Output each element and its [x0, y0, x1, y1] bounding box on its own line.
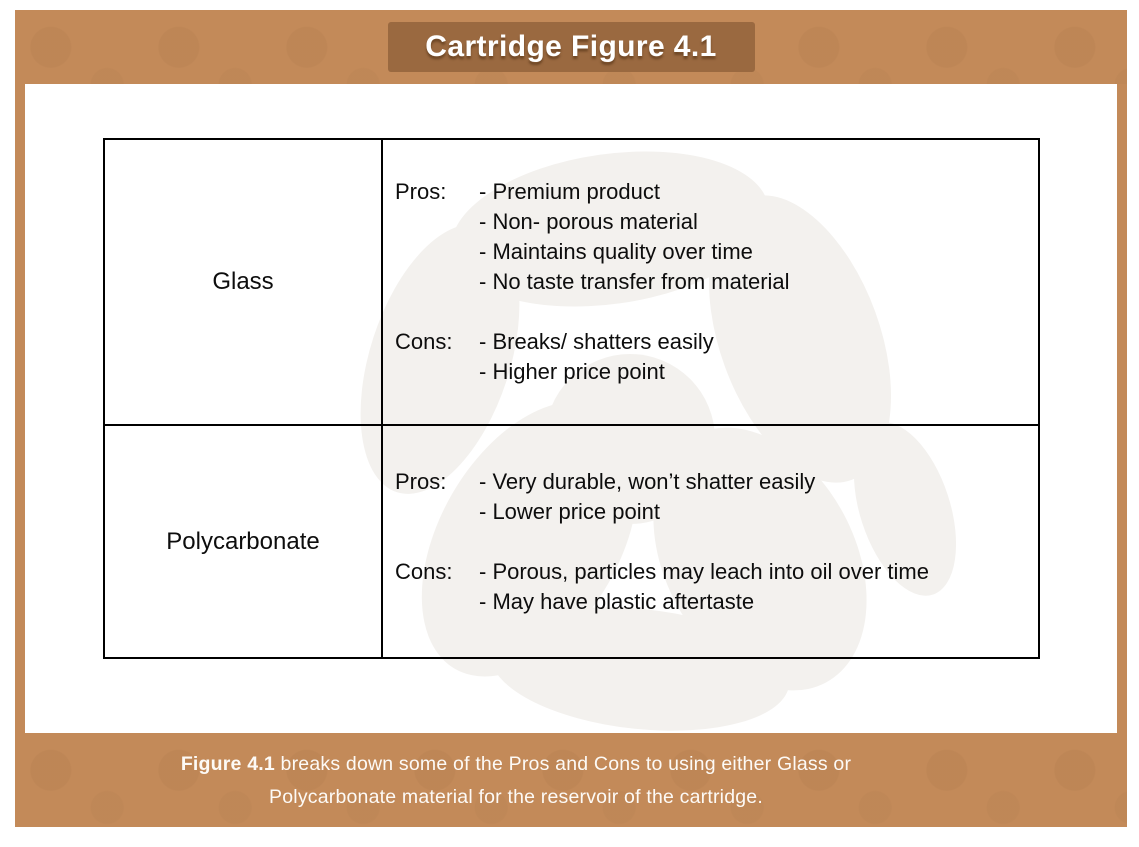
caption-figure-ref: Figure 4.1	[180, 753, 275, 775]
header-band: Cartridge Figure 4.1	[15, 10, 1127, 84]
pros-item: - Non- porous material	[479, 209, 698, 234]
figure-title: Cartridge Figure 4.1	[425, 30, 717, 63]
material-label: Glass	[212, 268, 274, 295]
pros-items: - Premium product - Non- porous material…	[479, 177, 790, 297]
pros-group: Pros: - Premium product - Non- porous ma…	[395, 177, 1032, 297]
title-box: Cartridge Figure 4.1	[387, 22, 755, 72]
cons-items: - Porous, particles may leach into oil o…	[479, 557, 929, 617]
cons-label: Cons:	[395, 558, 453, 584]
caption-line1-text: breaks down some of the Pros and Cons to…	[274, 753, 852, 775]
caption-band: Figure 4.1 breaks down some of the Pros …	[15, 733, 1127, 827]
cons-group: Cons: - Breaks/ shatters easily - Higher…	[395, 327, 1032, 387]
pros-group: Pros: - Very durable, won’t shatter easi…	[395, 467, 1032, 527]
details-cell-polycarbonate: Pros: - Very durable, won’t shatter easi…	[383, 426, 1038, 657]
pros-item: - Premium product	[479, 179, 660, 204]
cons-group: Cons: - Porous, particles may leach into…	[395, 557, 1032, 617]
cons-item: - May have plastic aftertaste	[479, 588, 755, 614]
pros-cons-table: Glass Pros: - Premium product - Non- por…	[103, 138, 1040, 659]
cons-item: - Breaks/ shatters easily	[479, 329, 714, 354]
figure-body: Glass Pros: - Premium product - Non- por…	[15, 84, 1127, 733]
material-cell-glass: Glass	[105, 140, 383, 426]
cons-item: - Higher price point	[479, 359, 665, 384]
pros-items: - Very durable, won’t shatter easily - L…	[479, 467, 815, 527]
pros-item: - Maintains quality over time	[479, 239, 753, 264]
material-label: Polycarbonate	[166, 527, 320, 555]
caption-line1: Figure 4.1 breaks down some of the Pros …	[181, 753, 851, 775]
pros-item: - Very durable, won’t shatter easily	[479, 468, 816, 494]
pros-item: - Lower price point	[479, 498, 660, 524]
details-cell-glass: Pros: - Premium product - Non- porous ma…	[383, 140, 1038, 426]
figure-caption: Figure 4.1 breaks down some of the Pros …	[85, 748, 947, 814]
figure-frame: Cartridge Figure 4.1 Glass	[15, 10, 1127, 827]
cons-items: - Breaks/ shatters easily - Higher price…	[479, 327, 714, 387]
pros-item: - No taste transfer from material	[479, 269, 790, 294]
caption-line2-text: Polycarbonate material for the reservoir…	[269, 786, 763, 808]
pros-label: Pros:	[395, 179, 447, 204]
cons-item: - Porous, particles may leach into oil o…	[479, 558, 929, 584]
cons-label: Cons:	[395, 329, 453, 354]
material-cell-polycarbonate: Polycarbonate	[105, 426, 383, 657]
pros-label: Pros:	[395, 468, 447, 494]
